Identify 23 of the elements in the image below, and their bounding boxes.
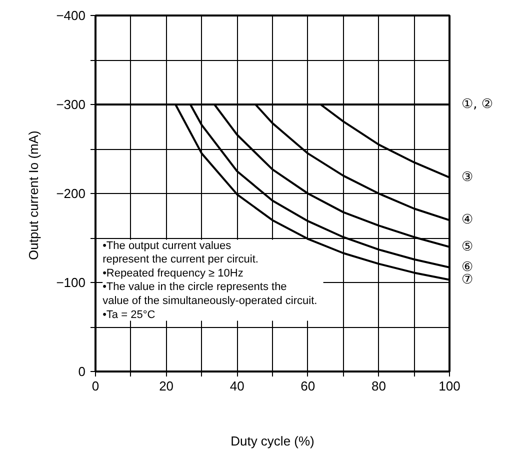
y-axis-title: Output current Io (mA) [26,130,42,260]
x-tick-label: 100 [438,378,460,394]
x-tick-label: 40 [230,378,244,394]
annotation: •Repeated frequency ≥ 10Hz [102,267,244,280]
annotation: •The output current values represent the current per circuit. [102,240,258,266]
series-label: ①, ② [462,97,494,112]
series-label: ③ [462,170,474,185]
y-tick-label: 0 [78,364,86,379]
series-label: ⑦ [462,272,474,288]
x-tick-label: 60 [300,378,316,394]
y-tick-label: −300 [56,97,86,112]
x-axis-title: Duty cycle (%) [230,434,314,448]
series-label: ⑤ [462,239,474,254]
series-label: ⑥ [462,260,474,275]
series-label: ④ [462,212,474,228]
y-tick-label: −400 [56,8,86,23]
x-tick-label: 80 [371,378,386,394]
annotation: •The value in the circle represents the value of the simultaneously-operated circuit. [102,281,318,307]
x-tick-label: 20 [159,378,174,394]
annotation: •Ta = 25°C [102,308,156,321]
x-tick-label: 0 [92,378,100,394]
y-tick-label: −100 [56,275,86,290]
y-tick-label: −200 [56,186,86,201]
